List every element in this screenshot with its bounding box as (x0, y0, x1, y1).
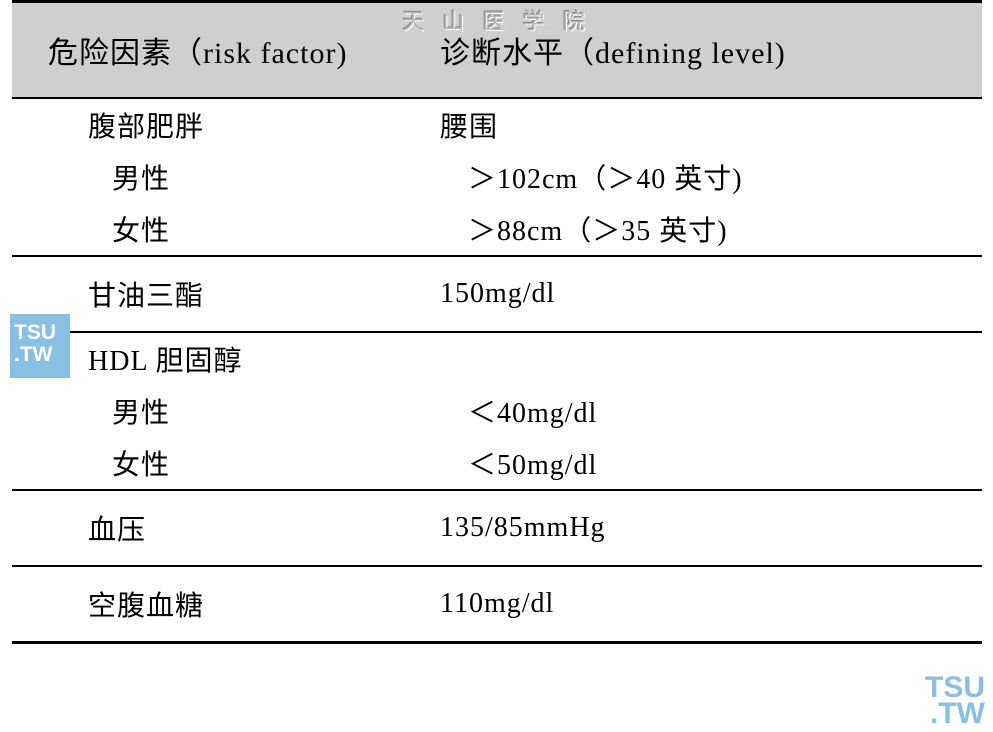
table-section: 甘油三酯150mg/dl (12, 257, 982, 333)
criteria-table: 危险因素（risk factor) 诊断水平（defining level) 腹… (12, 0, 982, 644)
table-row: HDL 胆固醇 (12, 333, 982, 385)
watermark-right-line2: .TW (930, 697, 985, 730)
cell-defining-level: ＞102cm（＞40 英寸) (440, 157, 982, 197)
table-row: 女性＞88cm（＞35 英寸) (12, 203, 982, 255)
cell-defining-level: 150mg/dl (440, 278, 982, 310)
table-row: 血压135/85mmHg (12, 491, 982, 565)
cell-risk-factor: 血压 (12, 508, 440, 548)
table-row: 腹部肥胖腰围 (12, 99, 982, 151)
cell-defining-level: 腰围 (440, 105, 982, 145)
watermark-right-badge: TSU .TW (925, 675, 985, 726)
cell-risk-factor: 腹部肥胖 (12, 105, 440, 145)
table-row: 男性＞102cm（＞40 英寸) (12, 151, 982, 203)
cell-defining-level: ＞88cm（＞35 英寸) (440, 209, 982, 249)
table-section: 腹部肥胖腰围男性＞102cm（＞40 英寸)女性＞88cm（＞35 英寸) (12, 99, 982, 257)
cell-defining-level: 110mg/dl (440, 588, 982, 620)
cell-risk-factor: HDL 胆固醇 (12, 339, 440, 379)
header-col-defining-level: 诊断水平（defining level) (440, 28, 982, 72)
cell-defining-level: 135/85mmHg (440, 512, 982, 544)
cell-risk-factor: 甘油三酯 (12, 274, 440, 314)
cell-risk-factor: 女性 (12, 443, 440, 483)
table-row: 甘油三酯150mg/dl (12, 257, 982, 331)
table-row: 空腹血糖110mg/dl (12, 567, 982, 641)
table-section: 血压135/85mmHg (12, 491, 982, 567)
watermark-right-line1: TSU (925, 671, 985, 704)
table-row: 女性＜50mg/dl (12, 437, 982, 489)
table-row: 男性＜40mg/dl (12, 385, 982, 437)
table-section: 空腹血糖110mg/dl (12, 567, 982, 641)
cell-defining-level: ＜40mg/dl (440, 391, 982, 431)
table-section: HDL 胆固醇男性＜40mg/dl女性＜50mg/dl (12, 333, 982, 491)
cell-defining-level: ＜50mg/dl (440, 443, 982, 483)
cell-risk-factor: 男性 (12, 391, 440, 431)
cell-risk-factor: 女性 (12, 209, 440, 249)
table-body: 腹部肥胖腰围男性＞102cm（＞40 英寸)女性＞88cm（＞35 英寸)甘油三… (12, 99, 982, 641)
header-col-risk-factor: 危险因素（risk factor) (12, 28, 440, 72)
table-header-row: 危险因素（risk factor) 诊断水平（defining level) (12, 3, 982, 99)
cell-risk-factor: 空腹血糖 (12, 584, 440, 624)
cell-risk-factor: 男性 (12, 157, 440, 197)
